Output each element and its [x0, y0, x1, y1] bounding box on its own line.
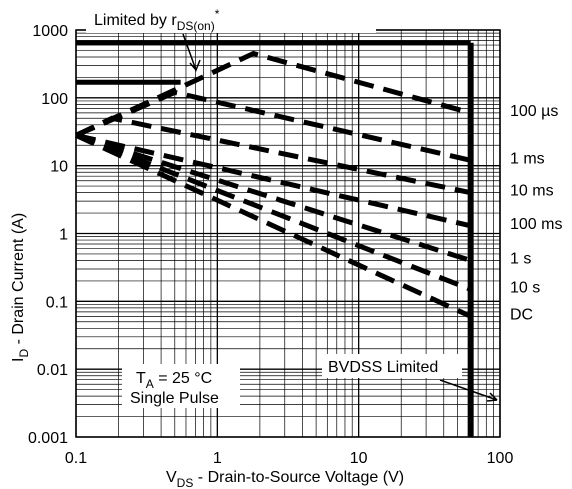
x-tick-label: 0.1: [65, 450, 87, 467]
series-line: [74, 115, 472, 196]
series-label: 100 ms: [510, 216, 562, 233]
rds-limit-label: Limited by rDS(on)*: [94, 7, 220, 33]
limit-lines: [76, 40, 474, 437]
x-tick-label: 1: [213, 450, 222, 467]
bvdss-label-bg: [322, 354, 462, 378]
series-labels: 100 µs 1 ms 10 ms 100 ms 1 s 10 s DC: [506, 98, 568, 325]
series-line: [75, 133, 472, 292]
y-tick-label: 0.1: [46, 294, 68, 311]
series-label: 10 ms: [510, 183, 554, 200]
series-label-bg: [506, 211, 568, 234]
ta-label-bg: [122, 364, 240, 408]
series-label-bg: [506, 246, 541, 269]
series-label-bg: [506, 146, 550, 169]
x-tick-label: 100: [487, 450, 514, 467]
y-tick-label: 0.001: [28, 430, 68, 447]
rds-leader-arrow: [182, 33, 201, 73]
series-label-bg: [506, 302, 532, 325]
single-pulse-label: Single Pulse: [130, 390, 219, 407]
series-label: 100 µs: [510, 103, 558, 120]
y-tick-label: 1: [59, 227, 68, 244]
ta-label: TA = 25 °C: [136, 370, 212, 391]
y-tick-label: 0.01: [37, 362, 68, 379]
series-line: [74, 133, 472, 319]
series-lines: [74, 50, 472, 319]
series-label: 1 ms: [510, 150, 545, 167]
x-tick-label: 10: [350, 450, 368, 467]
series-label: 1 s: [510, 250, 531, 267]
bvdss-leader-arrow: [439, 379, 498, 402]
series-label: DC: [510, 306, 533, 323]
series-label-bg: [506, 275, 550, 298]
series-label-bg: [506, 178, 559, 201]
rds-label-bg: [86, 5, 376, 33]
series-line: [75, 132, 472, 263]
y-tick-label: 100: [41, 91, 68, 108]
y-tick-label: 10: [50, 159, 68, 176]
y-axis-label: ID - Drain Current (A): [10, 213, 31, 362]
series-line: [75, 132, 472, 229]
series-label: 10 s: [510, 279, 540, 296]
tick-labels: 0.1 1 10 100 1000 100 10 1 0.1 0.01 0.001: [28, 23, 513, 467]
series-label-bg: [506, 98, 568, 121]
y-tick-label: 1000: [32, 23, 68, 40]
x-axis-label: VDS - Drain-to-Source Voltage (V): [166, 469, 404, 489]
bvdss-limit-label: BVDSS Limited: [328, 359, 438, 376]
